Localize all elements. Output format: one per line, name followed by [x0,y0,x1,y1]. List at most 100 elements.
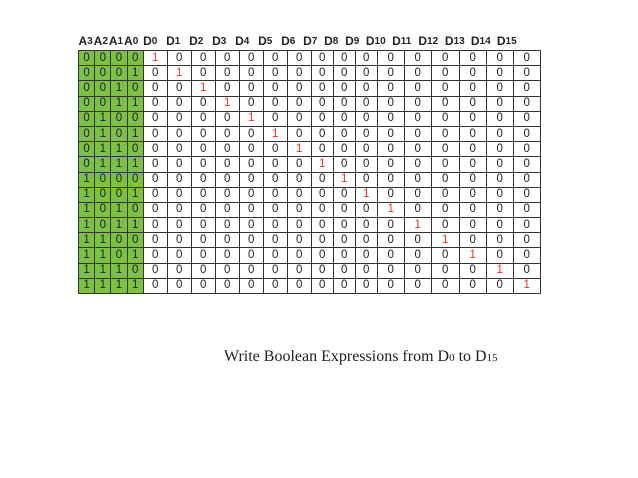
input-cell: 1 [94,125,112,143]
output-cell: 0 [142,232,168,249]
header-subscript: 0 [132,36,139,47]
input-cell: 1 [94,232,112,249]
input-cell: 0 [77,110,96,127]
output-cell: 0 [142,125,168,143]
output-cell: 0 [354,247,378,264]
input-cell: 0 [77,95,96,112]
output-cell: 0 [403,156,432,173]
input-cell: 0 [126,80,144,97]
output-cell: 0 [430,80,460,97]
input-cell: 1 [110,80,128,97]
active-output-cell: 1 [458,247,487,264]
output-cell: 0 [142,217,168,234]
output-cell: 0 [310,49,334,67]
header-subscript: 10 [374,36,386,47]
output-cell: 0 [214,232,240,249]
output-cell: 0 [262,95,288,112]
output-cell: 0 [238,49,264,67]
output-cell: 0 [142,186,168,203]
output-cell: 0 [430,156,460,173]
output-cell: 0 [403,262,432,279]
output-cell: 0 [238,141,264,158]
header-label: D [444,34,454,48]
output-cell: 0 [485,277,514,295]
input-cell: 0 [126,141,144,158]
active-output-cell: 1 [403,217,432,234]
output-cell: 0 [190,95,216,112]
output-cell: 0 [262,277,288,295]
active-output-cell: 1 [310,156,334,173]
output-cell: 0 [286,80,312,97]
active-output-cell: 1 [286,141,312,158]
output-cell: 0 [485,80,514,97]
input-cell: 1 [94,262,112,279]
output-cell: 0 [430,262,460,279]
output-cell: 0 [166,110,192,127]
output-cell: 0 [310,65,334,82]
input-cell: 1 [110,141,128,158]
output-cell: 0 [354,141,378,158]
output-cell: 0 [376,110,405,127]
output-cell: 0 [512,217,541,234]
output-cell: 0 [262,217,288,234]
output-cell: 0 [262,247,288,264]
output-cell: 0 [403,277,432,295]
output-cell: 0 [310,277,334,295]
output-cell: 0 [430,141,460,158]
header-label: D [281,34,290,48]
input-cell: 0 [77,49,96,67]
output-cell: 0 [238,247,264,264]
output-cell: 0 [166,277,192,295]
output-cell: 0 [238,186,264,203]
active-output-cell: 1 [512,277,541,295]
header-subscript: 11 [400,36,412,47]
header-subscript: 13 [453,36,465,47]
output-cell: 0 [286,247,312,264]
input-cell: 0 [110,247,128,264]
output-cell: 0 [354,262,378,279]
output-cell: 0 [512,247,541,264]
output-cell: 0 [332,49,356,67]
output-cell: 0 [458,95,487,112]
header-label: D [470,34,480,48]
output-cell: 0 [376,171,405,188]
header-subscript: 15 [505,36,517,47]
output-cell: 0 [512,65,541,82]
output-cell: 0 [214,262,240,279]
input-cell: 0 [126,262,144,279]
output-cell: 0 [238,95,264,112]
input-cell: 0 [126,232,144,249]
output-cell: 0 [354,110,378,127]
output-cell: 0 [310,125,334,143]
output-cell: 0 [262,186,288,203]
header-label: D [392,34,401,48]
output-cell: 0 [430,65,460,82]
output-cell: 0 [376,232,405,249]
output-cell: 0 [214,125,240,143]
header-output-11: D 11 [389,30,415,48]
output-cell: 0 [512,156,541,173]
input-cell: 0 [77,141,96,158]
header-label: D [189,34,198,48]
input-cell: 1 [126,247,144,264]
output-cell: 0 [430,217,460,234]
input-cell: 0 [126,201,144,219]
output-cell: 0 [262,65,288,82]
output-cell: 0 [190,232,216,249]
output-cell: 0 [238,156,264,173]
output-cell: 0 [310,262,334,279]
output-cell: 0 [166,232,192,249]
output-cell: 0 [332,217,356,234]
output-cell: 0 [214,247,240,264]
